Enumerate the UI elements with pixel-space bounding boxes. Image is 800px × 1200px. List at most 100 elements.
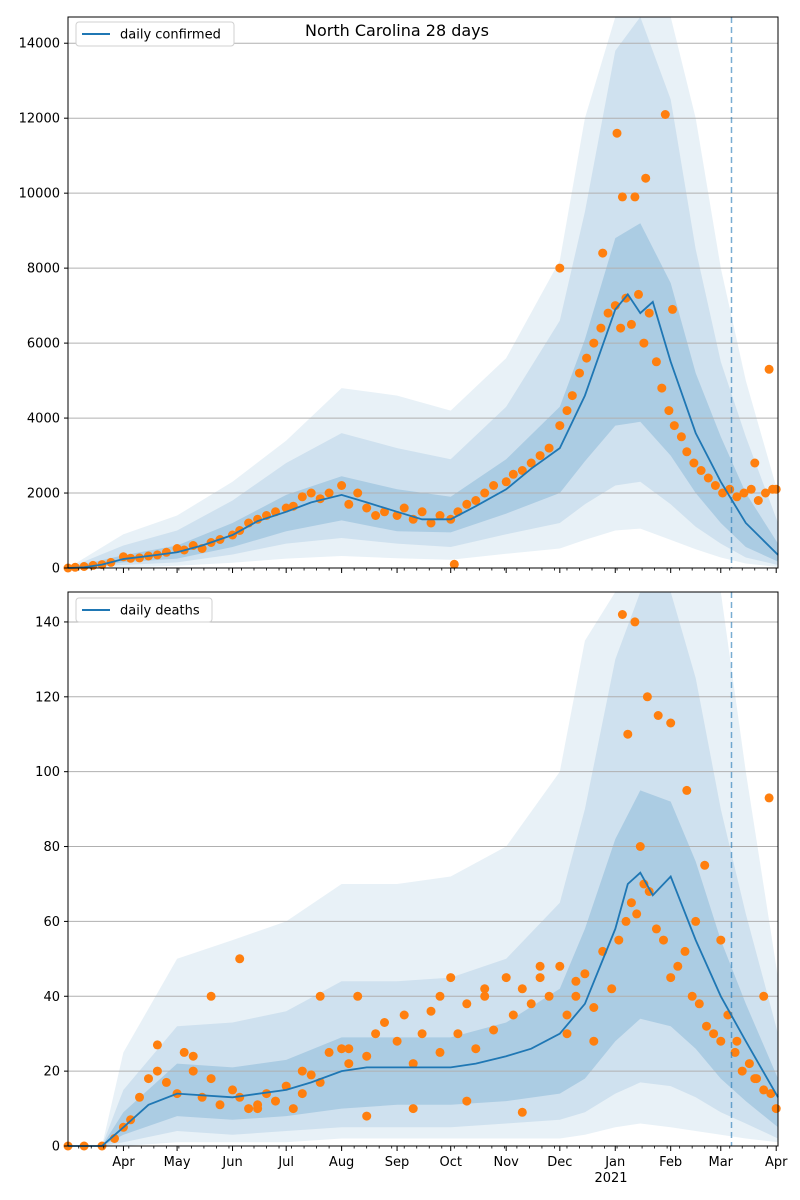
deaths-observed-point: [244, 1104, 254, 1114]
deaths-observed-point: [623, 729, 633, 739]
confirmed-observed-point: [589, 338, 599, 348]
deaths-observed-point: [702, 1021, 711, 1031]
confirmed-uncertainty-bands: [68, 17, 778, 568]
deaths-observed-point: [188, 1066, 198, 1076]
deaths-observed-point: [589, 1003, 599, 1012]
confirmed-observed-point: [764, 364, 774, 374]
deaths-observed-point: [759, 1085, 769, 1095]
deaths-observed-point: [744, 1059, 754, 1069]
deaths-observed-point: [716, 1036, 726, 1046]
deaths-observed-point: [653, 711, 663, 720]
confirmed-plot-frame: [67, 16, 779, 569]
deaths-observed-point: [426, 1006, 436, 1016]
deaths-observed-point: [709, 1029, 719, 1039]
deaths-observed-point: [315, 991, 325, 1001]
deaths-observed-point: [562, 1010, 572, 1020]
deaths-observed-point: [392, 1036, 402, 1046]
confirmed-y-tick-label: 12000: [19, 112, 60, 127]
deaths-y-tick-label: 40: [43, 990, 60, 1005]
deaths-observed-point: [771, 1104, 781, 1114]
deaths-y-tick-label: 80: [43, 840, 60, 855]
deaths-line: [68, 871, 779, 1147]
deaths-observed-point: [666, 973, 676, 983]
confirmed-observed-point: [417, 507, 427, 517]
deaths-observed-point: [764, 793, 774, 803]
confirmed-y-tick-label: 2000: [27, 487, 60, 502]
deaths-observed-point: [666, 718, 676, 728]
confirmed-observed-point: [562, 406, 572, 416]
deaths-observed-point: [271, 1096, 280, 1106]
confirmed-observed-point: [353, 488, 363, 498]
x-tick-label: Apr: [765, 1155, 788, 1170]
confirmed-observed-point: [703, 473, 713, 483]
deaths-observed-point: [288, 1104, 298, 1114]
deaths-observed-point: [673, 961, 683, 971]
deaths-observed-point: [535, 961, 545, 971]
deaths-observed-point: [659, 935, 668, 945]
deaths-y-tick-label: 140: [35, 615, 60, 630]
confirmed-observed-point: [426, 518, 436, 528]
confirmed-observed-point: [617, 192, 627, 202]
confirmed-observed-point: [626, 319, 636, 329]
deaths-observed-point: [179, 1047, 189, 1057]
confirmed-observed-point: [750, 458, 760, 468]
x-tick-label: Apr: [112, 1155, 135, 1170]
deaths-gridlines: [68, 621, 778, 1147]
deaths-observed-point: [462, 999, 472, 1009]
deaths-observed-point: [152, 1040, 162, 1050]
x-tick-label: Dec: [547, 1155, 572, 1170]
deaths-observed-point: [571, 991, 581, 1001]
confirmed-observed-point: [306, 488, 316, 498]
confirmed-observed-point: [761, 488, 770, 498]
confirmed-observed-point: [612, 128, 622, 138]
deaths-observed-point: [635, 842, 645, 851]
x-tick-label: Nov: [493, 1155, 519, 1170]
confirmed-observed-point: [471, 496, 481, 505]
confirmed-observed-point: [639, 338, 649, 348]
x-tick-label: Jul: [277, 1155, 294, 1170]
confirmed-observed-point: [362, 503, 372, 513]
deaths-observed-point: [371, 1029, 381, 1039]
confirmed-observed-point: [669, 421, 679, 431]
deaths-observed-point: [235, 1092, 245, 1102]
deaths-observed-point: [435, 991, 445, 1001]
deaths-observed-point: [642, 692, 652, 702]
deaths-panel: 0 20 40 60 80 100 120 140 Apr May Jun Jul Aug Sep Oct…: [35, 591, 788, 1186]
confirmed-observed-point: [660, 110, 670, 119]
deaths-y-ticks: 0 20 40 60 80 100 120 140: [35, 615, 68, 1155]
confirmed-chart-title: North Carolina 28 days: [305, 21, 489, 40]
confirmed-y-tick-label: 10000: [19, 187, 60, 202]
deaths-observed-point: [408, 1059, 418, 1069]
deaths-observed-point: [206, 991, 216, 1001]
confirmed-observed-point: [435, 511, 445, 520]
deaths-observed-point: [544, 991, 554, 1001]
confirmed-observed-point: [399, 503, 409, 513]
deaths-plot-frame: [67, 591, 779, 1147]
deaths-observed-point: [732, 1036, 742, 1046]
deaths-observed-point: [144, 1074, 153, 1084]
deaths-observed-point: [380, 1018, 389, 1027]
deaths-observed-point: [687, 991, 697, 1001]
confirmed-observed-point: [480, 488, 490, 498]
deaths-observed-point: [480, 984, 490, 994]
deaths-band-1: [68, 790, 778, 1146]
deaths-observed-point: [621, 916, 631, 926]
deaths-observed-point: [435, 1047, 445, 1057]
confirmed-observed-point: [544, 443, 554, 453]
confirmed-observed-point: [664, 406, 674, 416]
confirmed-observed-point: [380, 507, 389, 517]
deaths-band-3: [68, 592, 778, 1146]
deaths-observed-point: [408, 1104, 418, 1114]
confirmed-observed-point: [324, 488, 334, 498]
deaths-observed-point: [362, 1051, 372, 1061]
deaths-observed-point: [453, 1029, 463, 1039]
deaths-observed-point: [446, 973, 456, 983]
x-tick-label: Aug: [329, 1155, 354, 1170]
confirmed-observed-point: [771, 484, 781, 494]
deaths-observed-point: [399, 1010, 409, 1020]
confirmed-observed-point: [517, 466, 527, 475]
confirmed-observed-point: [651, 357, 661, 367]
deaths-observed-point: [630, 617, 640, 627]
confirmed-observed-point: [746, 484, 756, 494]
confirmed-band-1: [68, 223, 778, 568]
